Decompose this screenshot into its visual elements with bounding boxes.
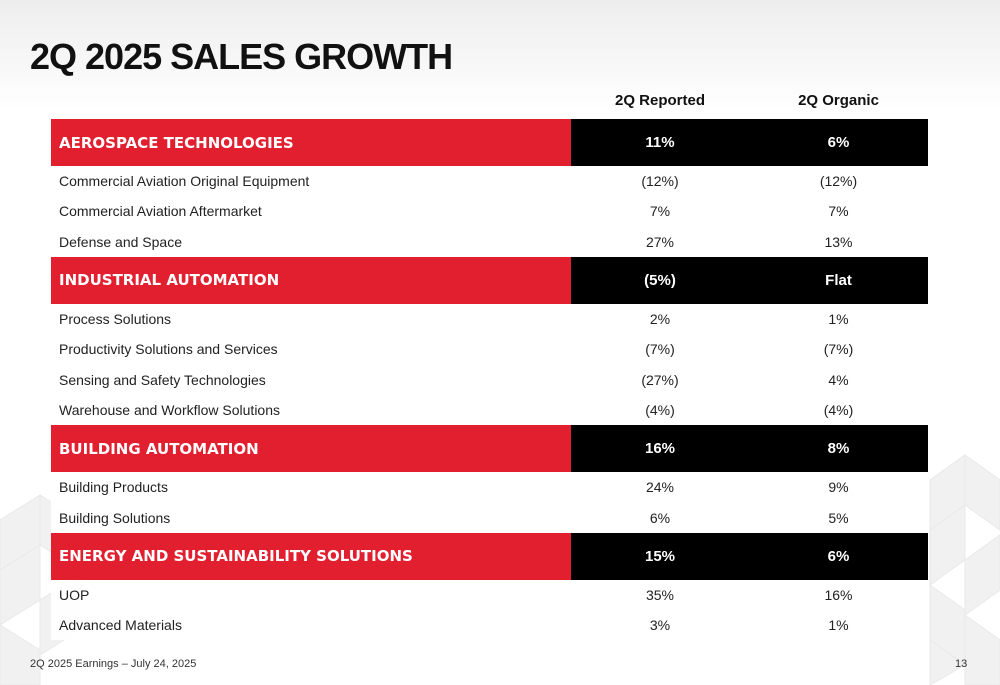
row-label: Building Products [59, 479, 168, 496]
row-organic-value: 9% [828, 479, 849, 496]
row-label: UOP [59, 586, 90, 603]
row-organic-value: 1% [828, 311, 849, 328]
row-organic-value: 7% [828, 203, 849, 220]
row-organic-value: 5% [828, 509, 849, 526]
sales-growth-table: 2Q Reported 2Q Organic AEROSPACE TECHNOL… [51, 88, 928, 641]
row-organic-value: 1% [828, 617, 849, 634]
table-row: Sensing and Safety Technologies (27%) 4% [51, 364, 928, 394]
table-row: Commercial Aviation Original Equipment (… [51, 166, 928, 196]
column-header-row: 2Q Reported 2Q Organic [51, 88, 928, 119]
row-organic-value: (7%) [823, 341, 854, 358]
table-row: Commercial Aviation Aftermarket 7% 7% [51, 196, 928, 226]
table-row: Building Solutions 6% 5% [51, 502, 928, 532]
row-label: Warehouse and Workflow Solutions [59, 401, 280, 418]
row-label: Process Solutions [59, 311, 172, 328]
row-organic-value: 4% [828, 371, 849, 388]
row-label: Commercial Aviation Aftermarket [59, 203, 262, 220]
row-reported-value: (7%) [645, 341, 675, 358]
segment-header-industrial: INDUSTRIAL AUTOMATION (5%) Flat [51, 256, 928, 304]
segment-rows-industrial: Process Solutions 2% 1% Productivity Sol… [51, 303, 928, 426]
segment-reported-value: (5%) [571, 256, 749, 304]
segment-organic-value: 6% [749, 119, 928, 166]
page-title: 2Q 2025 SALES GROWTH [30, 36, 453, 77]
row-label: Defense and Space [59, 233, 182, 250]
row-reported-value: 27% [645, 233, 675, 250]
row-label: Advanced Materials [59, 617, 182, 634]
table-row: Advanced Materials 3% 1% [51, 610, 928, 640]
segment-reported-value: 11% [571, 119, 749, 166]
segment-organic-value: Flat [749, 256, 928, 304]
column-header-organic: 2Q Organic [798, 92, 879, 109]
segment-reported-value: 16% [571, 425, 749, 473]
row-reported-value: 35% [645, 586, 675, 603]
row-reported-value: 7% [649, 203, 671, 220]
segment-header-building: BUILDING AUTOMATION 16% 8% [51, 425, 928, 473]
row-organic-value: 13% [824, 233, 853, 250]
row-reported-value: (4%) [645, 401, 675, 418]
segment-organic-value: 6% [749, 532, 928, 580]
segment-organic-value: 8% [749, 425, 928, 473]
segment-name: BUILDING AUTOMATION [51, 425, 571, 473]
footer-text: 2Q 2025 Earnings – July 24, 2025 [30, 658, 197, 670]
segment-name: AEROSPACE TECHNOLOGIES [51, 119, 571, 166]
segment-name: INDUSTRIAL AUTOMATION [51, 256, 571, 304]
segment-header-aerospace: AEROSPACE TECHNOLOGIES 11% 6% [51, 119, 928, 166]
segment-name: ENERGY AND SUSTAINABILITY SOLUTIONS [51, 532, 571, 580]
table-row: Process Solutions 2% 1% [51, 304, 928, 334]
row-reported-value: 2% [649, 311, 671, 328]
segment-rows-building: Building Products 24% 9% Building Soluti… [51, 472, 928, 533]
table-row: UOP 35% 16% [51, 580, 928, 610]
row-reported-value: (12%) [641, 173, 679, 190]
row-label: Commercial Aviation Original Equipment [59, 173, 310, 190]
row-reported-value: 24% [645, 479, 675, 496]
column-header-reported: 2Q Reported [614, 92, 705, 109]
row-label: Sensing and Safety Technologies [59, 371, 266, 388]
page-number: 13 [955, 658, 968, 670]
segment-rows-energy: UOP 35% 16% Advanced Materials 3% 1% [51, 579, 928, 641]
table-row: Defense and Space 27% 13% [51, 227, 928, 257]
row-organic-value: (4%) [823, 401, 854, 418]
table-row: Building Products 24% 9% [51, 472, 928, 502]
row-reported-value: 6% [649, 509, 671, 526]
row-organic-value: 16% [824, 586, 853, 603]
row-organic-value: (12%) [819, 173, 858, 190]
segment-header-energy: ENERGY AND SUSTAINABILITY SOLUTIONS 15% … [51, 532, 928, 580]
row-label: Building Solutions [59, 509, 171, 526]
segment-rows-aerospace: Commercial Aviation Original Equipment (… [51, 166, 928, 257]
table-row: Productivity Solutions and Services (7%)… [51, 334, 928, 364]
row-reported-value: 3% [649, 617, 671, 634]
row-label: Productivity Solutions and Services [59, 341, 278, 358]
table-row: Warehouse and Workflow Solutions (4%) (4… [51, 395, 928, 425]
row-reported-value: (27%) [641, 371, 679, 388]
segment-reported-value: 15% [571, 532, 749, 580]
